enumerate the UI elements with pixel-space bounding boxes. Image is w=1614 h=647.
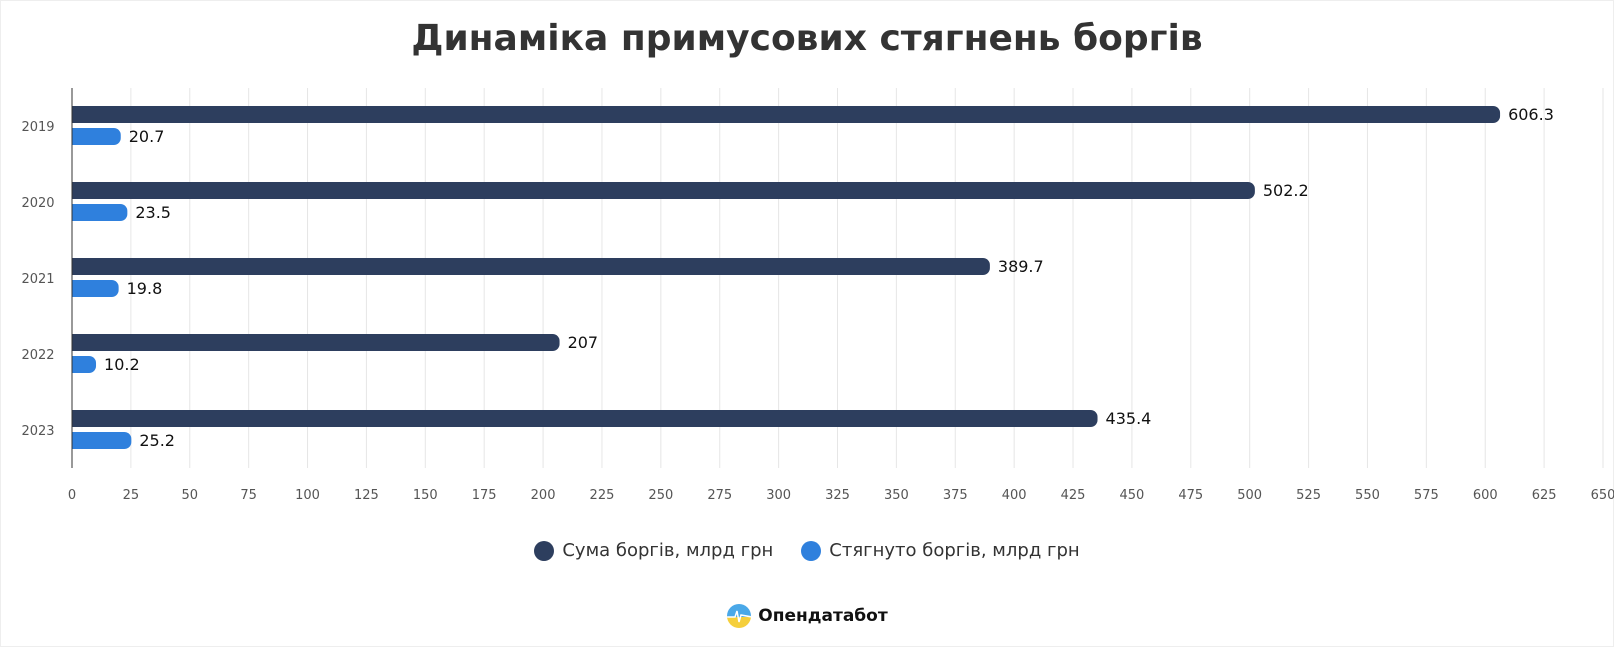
bar [72, 334, 560, 351]
x-tick-label: 125 [354, 488, 379, 503]
bar [72, 356, 97, 373]
legend-item-debt-collected[interactable]: Стягнуто боргів, млрд грн [801, 540, 1080, 561]
legend-dot [801, 540, 822, 561]
bar-chart: 0 25 50 75 100 125 150 175 200 225 250 275 300 325 350… [21, 88, 1614, 503]
y-tick-label: 2023 [21, 424, 54, 439]
data-label: 25.2 [139, 431, 175, 450]
brand-name: Опендатабот [758, 606, 888, 626]
x-tick-label: 350 [884, 488, 909, 503]
x-tick-label: 500 [1237, 488, 1262, 503]
bar [72, 280, 119, 297]
x-tick-label: 325 [825, 488, 850, 503]
x-tick-label: 275 [707, 488, 732, 503]
y-tick-label: 2020 [21, 196, 54, 211]
data-label: 207 [568, 333, 599, 352]
x-tick-label: 450 [1120, 488, 1145, 503]
data-label: 20.7 [129, 127, 165, 146]
x-tick-label: 650 [1591, 488, 1614, 503]
bar [72, 410, 1098, 427]
bar [72, 204, 128, 221]
data-label: 10.2 [104, 355, 140, 374]
data-label: 19.8 [127, 279, 163, 298]
brand-logo: Опендатабот [0, 603, 1614, 629]
x-tick-label: 50 [181, 488, 198, 503]
y-tick-label: 2021 [21, 272, 54, 287]
x-tick-label: 150 [413, 488, 438, 503]
x-tick-label: 375 [943, 488, 968, 503]
x-tick-label: 25 [123, 488, 140, 503]
y-tick-label: 2019 [21, 120, 54, 135]
legend-item-debt-total[interactable]: Сума боргів, млрд грн [534, 540, 773, 561]
x-tick-label: 425 [1061, 488, 1086, 503]
x-tick-label: 200 [531, 488, 556, 503]
x-tick-label: 75 [240, 488, 257, 503]
bar [72, 432, 132, 449]
x-tick-label: 475 [1178, 488, 1203, 503]
x-tick-label: 600 [1473, 488, 1498, 503]
bar [72, 128, 121, 145]
data-label: 502.2 [1263, 181, 1309, 200]
data-label: 23.5 [135, 203, 171, 222]
data-label: 435.4 [1106, 409, 1152, 428]
data-label: 389.7 [998, 257, 1044, 276]
bar [72, 258, 990, 275]
legend-dot [534, 540, 555, 561]
opendatabot-logo-icon [727, 604, 752, 628]
legend-label: Сума боргів, млрд грн [562, 540, 774, 561]
x-tick-label: 400 [1002, 488, 1027, 503]
x-tick-label: 250 [648, 488, 673, 503]
legend: Сума боргів, млрд грн Стягнуто боргів, м… [0, 540, 1614, 561]
x-tick-label: 225 [590, 488, 615, 503]
data-label: 606.3 [1508, 105, 1554, 124]
x-tick-label: 550 [1355, 488, 1380, 503]
x-tick-label: 525 [1296, 488, 1321, 503]
x-tick-label: 300 [766, 488, 791, 503]
x-tick-label: 0 [68, 488, 76, 503]
x-tick-label: 575 [1414, 488, 1439, 503]
y-tick-label: 2022 [21, 348, 54, 363]
chart-title: Динаміка примусових стягнень боргів [411, 18, 1203, 59]
legend-label: Стягнуто боргів, млрд грн [829, 540, 1080, 561]
x-tick-label: 625 [1532, 488, 1557, 503]
bar [72, 106, 1501, 123]
x-tick-label: 100 [295, 488, 320, 503]
bar [72, 182, 1255, 199]
x-tick-label: 175 [472, 488, 497, 503]
